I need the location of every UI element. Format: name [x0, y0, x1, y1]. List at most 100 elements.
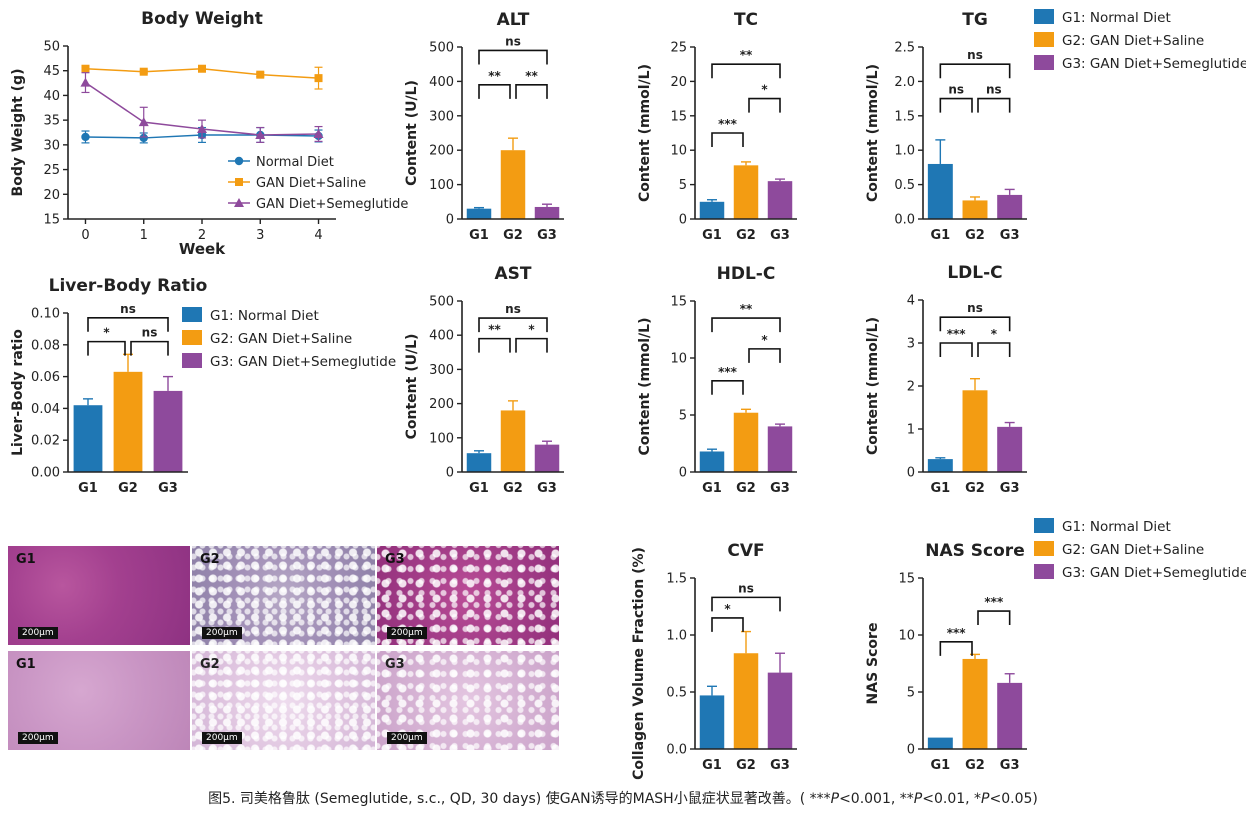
y-tick-label: 200	[429, 144, 454, 159]
y-tick-label: 10	[670, 144, 687, 159]
x-tick-label: G2	[965, 481, 985, 496]
bar-G2	[500, 410, 526, 472]
chart-alt: G1 G2 G3 0 100 200 300 400 500 ALT Content (U/L) **…	[404, 10, 564, 243]
caption-prefix: 图5. 司美格鲁肽 (Semeglutide, s.c., QD, 30 day…	[208, 791, 831, 807]
bar-G1	[466, 453, 492, 472]
significance-bracket	[515, 84, 548, 99]
significance-bracket	[478, 317, 548, 333]
significance-label: *	[103, 326, 110, 340]
x-tick-label: G3	[1000, 228, 1020, 243]
significance-bracket	[711, 317, 781, 333]
x-tick-label: 4	[314, 228, 322, 243]
x-tick-label: G1	[469, 228, 489, 243]
y-tick-label: 400	[429, 75, 454, 90]
y-tick-label: 25	[43, 163, 60, 178]
marker-triangle	[138, 117, 149, 127]
y-tick-label: 0.0	[666, 743, 687, 758]
y-tick-label: 20	[670, 75, 687, 90]
significance-bracket	[478, 337, 511, 353]
scale-bar: 200μm	[202, 732, 242, 744]
x-tick-label: G2	[736, 228, 756, 243]
marker-square	[314, 74, 323, 83]
y-tick-label: 0	[679, 466, 687, 481]
bar-G1	[699, 201, 725, 219]
significance-bracket	[977, 97, 1011, 113]
y-tick-label: 10	[898, 629, 915, 644]
legend-entry: G1: Normal Diet	[1062, 519, 1171, 535]
significance-label: ns	[986, 83, 1002, 97]
x-tick-label: G1	[702, 481, 722, 496]
y-tick-label: 0.08	[31, 338, 60, 353]
chart-tg: G1 G2 G3 0.0 0.5 1.0 1.5 2.0 2.5 TG Content (mmol/…	[865, 10, 1027, 243]
significance-label: ns	[738, 581, 754, 595]
x-tick-label: G3	[1000, 481, 1020, 496]
significance-bracket	[711, 132, 744, 147]
significance-bracket	[748, 97, 781, 113]
marker-square	[81, 64, 90, 73]
significance-label: ***	[718, 117, 738, 131]
y-axis-label: NAS Score	[865, 623, 881, 705]
chart-title: ALT	[497, 10, 530, 30]
x-tick-label: G2	[965, 758, 985, 773]
bar-G2	[500, 150, 526, 219]
significance-bracket	[87, 316, 169, 332]
marker-square	[139, 67, 148, 76]
y-tick-label: 15	[670, 295, 687, 310]
y-tick-label: 500	[429, 41, 454, 56]
bar-G3	[997, 426, 1023, 472]
chart-title: Liver-Body Ratio	[49, 276, 208, 296]
y-tick-label: 5	[679, 178, 687, 193]
legend: Normal Diet GAN Diet+Saline GAN Diet+Semeg…	[228, 155, 408, 212]
histology-panel: G1 200μm	[8, 651, 190, 750]
legend-entry: G2: GAN Diet+Saline	[1062, 542, 1204, 558]
legend-entry: Normal Diet	[256, 155, 334, 170]
y-axis-label: Body Weight (g)	[10, 69, 26, 197]
caption-p1: P	[830, 791, 840, 807]
bar-G3	[534, 206, 560, 219]
marker-triangle	[197, 124, 207, 134]
marker-triangle	[313, 128, 324, 138]
x-tick-label: G2	[118, 481, 138, 496]
y-tick-label: 0.0	[894, 213, 915, 228]
legend-entry: G1: Normal Diet	[210, 308, 319, 324]
bar-G1	[927, 737, 953, 749]
significance-label: ***	[718, 365, 738, 379]
marker-square	[198, 64, 206, 73]
histology-panel: G3 200μm	[377, 651, 559, 750]
bar-G1	[699, 451, 725, 472]
significance-label: ns	[967, 301, 983, 315]
x-tick-label: G3	[770, 228, 790, 243]
y-tick-label: 1.5	[894, 109, 915, 124]
significance-bracket	[939, 342, 973, 357]
x-tick-label: G1	[469, 481, 489, 496]
histology-panel: G1 200μm	[8, 546, 190, 645]
legend-entry: GAN Diet+Saline	[256, 176, 366, 191]
legend-swatch	[1034, 564, 1054, 579]
x-tick-label: G1	[702, 228, 722, 243]
significance-label: ns	[142, 326, 158, 340]
y-tick-label: 2.0	[894, 75, 915, 90]
marker-circle	[139, 133, 148, 143]
bar-G2	[733, 412, 759, 472]
bar-G1	[927, 459, 953, 472]
marker-triangle	[234, 198, 244, 207]
y-tick-label: 4	[907, 294, 915, 309]
histology-group-label: G2	[200, 552, 220, 567]
histology-panel: G2 200μm	[192, 546, 375, 645]
caption-p2: P	[913, 791, 923, 807]
significance-label: ***	[947, 626, 967, 640]
y-tick-label: 1.0	[894, 144, 915, 159]
significance-bracket	[130, 340, 169, 356]
marker-circle	[234, 156, 244, 166]
y-tick-label: 15	[670, 109, 687, 124]
significance-bracket	[87, 340, 126, 356]
significance-label: *	[528, 323, 535, 337]
histology-panel: G3 200μm	[377, 546, 559, 645]
x-tick-label: G3	[770, 758, 790, 773]
bar-G1	[466, 208, 492, 219]
bar-G3	[997, 194, 1023, 219]
y-tick-label: 200	[429, 397, 454, 412]
bar-G1	[927, 163, 953, 219]
